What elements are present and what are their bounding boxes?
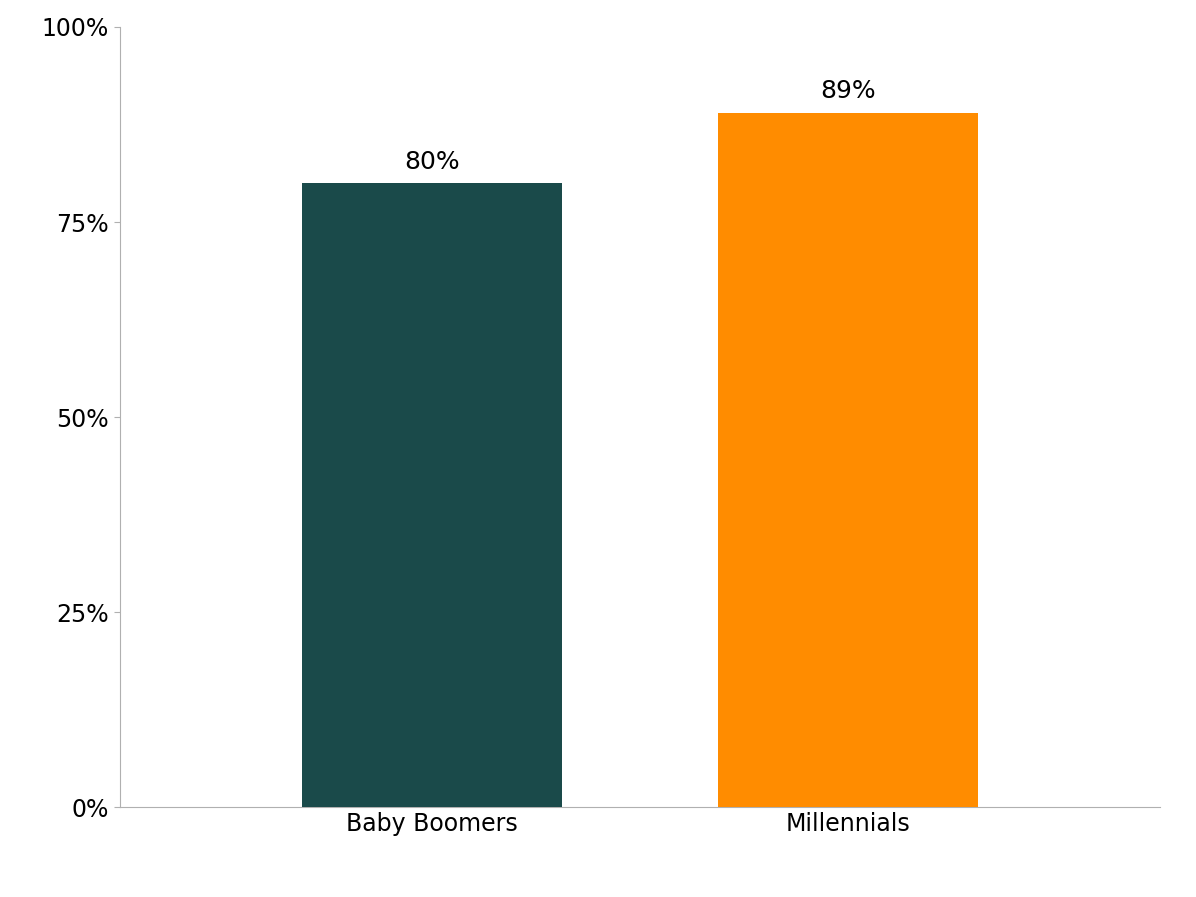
Bar — [301, 183, 562, 807]
Text: 80%: 80% — [404, 150, 459, 174]
Bar — [718, 113, 978, 807]
Text: 89%: 89% — [820, 80, 875, 103]
